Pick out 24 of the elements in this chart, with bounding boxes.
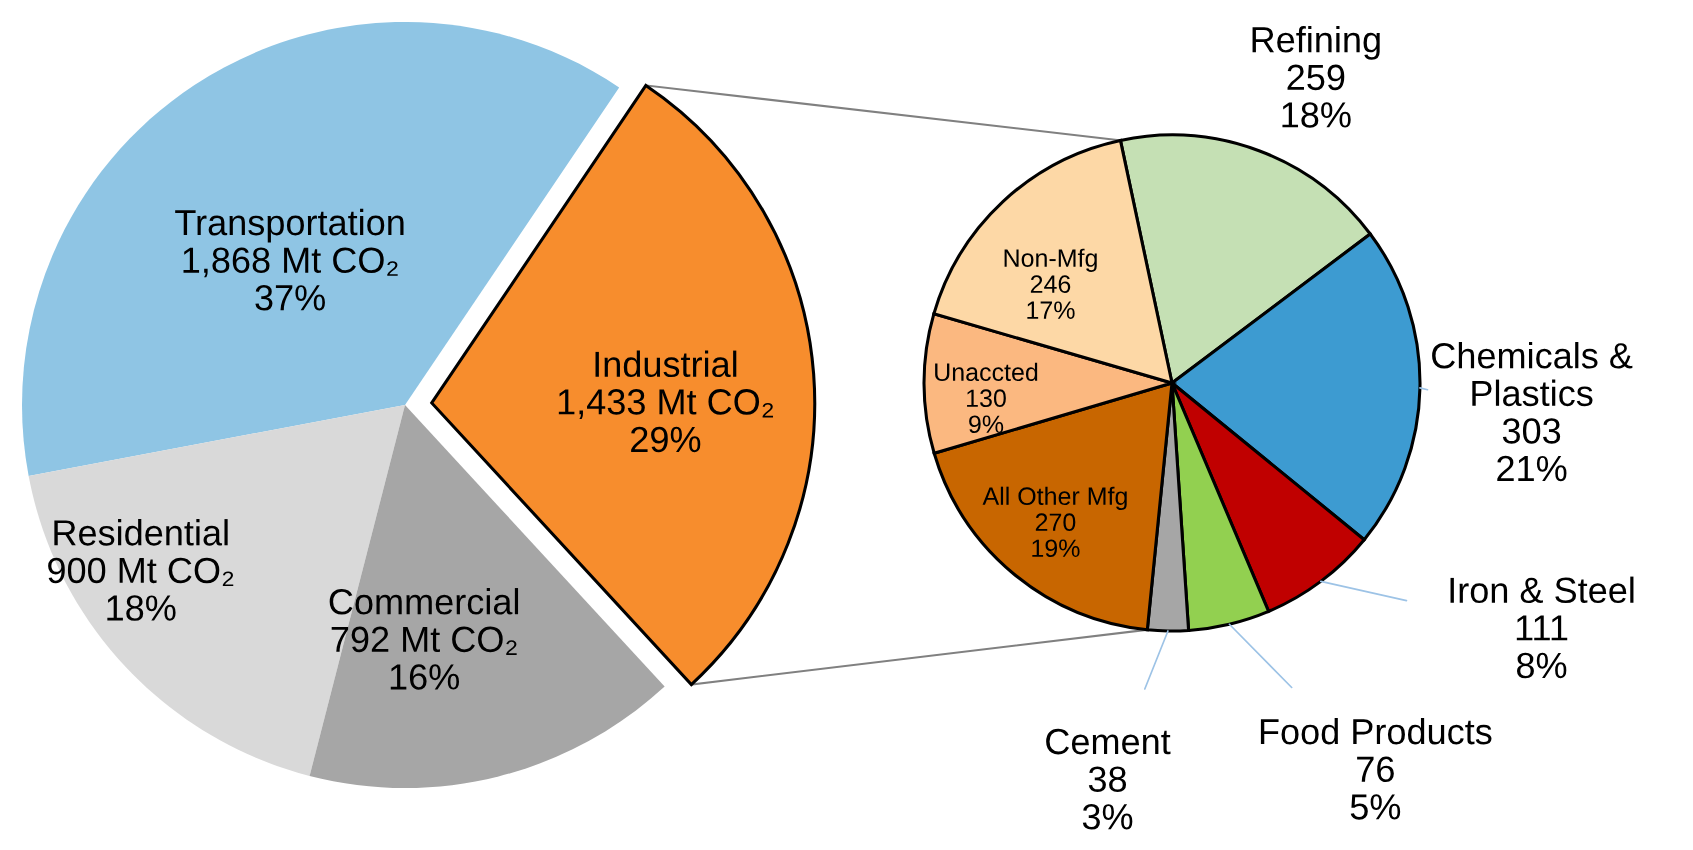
data-label: 270 19% xyxy=(1032,513,1080,558)
data-label: 38 3% xyxy=(1082,766,1133,830)
data-label: 1,433 Mt CO₂ 29% xyxy=(558,389,774,453)
data-label: 130 9% xyxy=(967,389,1006,434)
data-label: 246 17% xyxy=(1027,275,1075,319)
data-label: 900 Mt CO₂ 18% xyxy=(48,557,234,621)
slice-label: Non-Mfg xyxy=(1004,248,1097,272)
slice-label: Food Products xyxy=(1260,717,1492,745)
data-label: 111 8% xyxy=(1516,615,1568,679)
slice-label: Commercial xyxy=(329,588,519,615)
slice-label: Chemicals & Plastics xyxy=(1432,342,1633,407)
data-label: 259 18% xyxy=(1282,64,1351,128)
data-label: 303 21% xyxy=(1497,418,1567,482)
slice-label: Transportation xyxy=(175,208,404,243)
slice-label: All Other Mfg xyxy=(982,486,1127,510)
slice-label: Iron & Steel xyxy=(1450,576,1634,604)
slice-label: Cement xyxy=(1046,728,1171,755)
data-label: 792 Mt CO₂ 16% xyxy=(331,626,517,690)
data-label: 1,868 Mt CO₂ 37% xyxy=(183,247,398,311)
slice-label: Unaccted xyxy=(935,362,1038,382)
slice-label: Industrial xyxy=(595,350,737,378)
data-label: 76 5% xyxy=(1350,756,1401,820)
slice-label: Residential xyxy=(54,519,228,546)
slice-label: Refining xyxy=(1252,26,1380,60)
